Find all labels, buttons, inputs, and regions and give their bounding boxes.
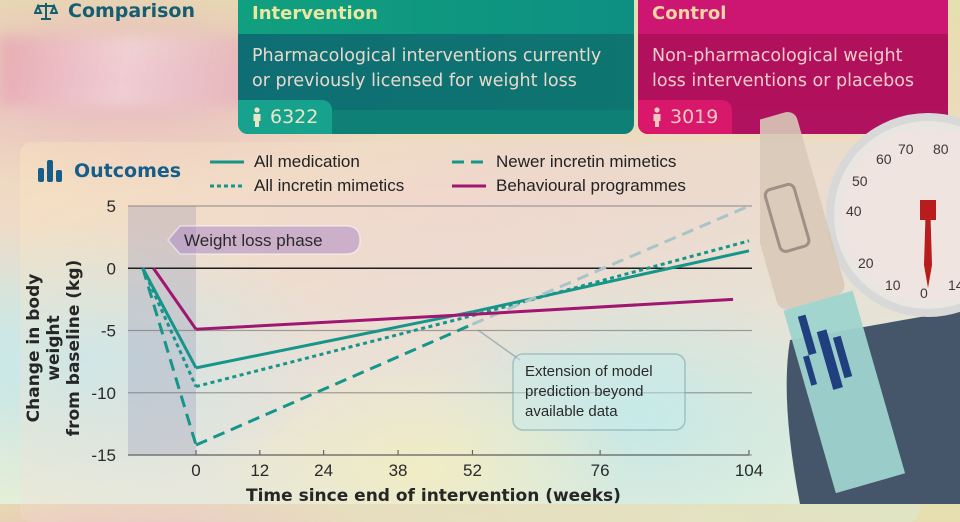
weight-loss-phase-label: Weight loss phase: [168, 226, 360, 254]
extrapolation-annotation: Extension of model prediction beyond ava…: [478, 330, 685, 430]
x-tick-label: 104: [735, 461, 763, 480]
x-tick-label: 24: [314, 461, 333, 480]
dial-label: 80: [933, 141, 949, 157]
y-tick-label: -5: [101, 322, 116, 341]
dial-needle-base: [920, 200, 936, 220]
x-tick-label: 0: [191, 461, 200, 480]
dial-label: 20: [858, 255, 874, 271]
y-tick-label: 5: [107, 197, 116, 216]
x-tick-label: 12: [250, 461, 269, 480]
series-line-all-medication: [196, 312, 473, 368]
dial-label: 60: [876, 151, 892, 167]
annotation-text-line: Extension of model: [525, 363, 653, 380]
y-axis-ticks: 5 0 -5 -10 -15: [91, 197, 116, 465]
dial-label: 14: [948, 277, 960, 293]
weight-loss-phase-text: Weight loss phase: [184, 231, 323, 250]
x-tick-label: 76: [591, 461, 610, 480]
x-tick-label: 38: [389, 461, 408, 480]
annotation-text-line: prediction beyond: [525, 383, 643, 400]
x-tick-label: 52: [463, 461, 482, 480]
series-line-all-incretin-mimetics-extrapolated: [473, 241, 750, 316]
dial-label: 70: [898, 141, 914, 157]
annotation-pointer: [478, 330, 520, 360]
x-axis: 0 12 24 38 52 76 104: [128, 450, 763, 480]
series-line-newer-incretin-mimetics: [196, 324, 473, 445]
annotation-text-line: available data: [525, 403, 618, 420]
dial-label: 0: [920, 285, 928, 301]
weighing-scale-illustration: 10 20 60 70 80 50 40 0 14: [760, 100, 960, 504]
series-line-all-medication-extrapolated: [473, 251, 750, 312]
dial-label: 10: [885, 277, 901, 293]
y-tick-label: 0: [107, 259, 116, 278]
y-tick-label: -10: [91, 384, 116, 403]
dial-label: 50: [852, 173, 868, 189]
y-tick-label: -15: [91, 446, 116, 465]
dial-label: 40: [846, 203, 862, 219]
